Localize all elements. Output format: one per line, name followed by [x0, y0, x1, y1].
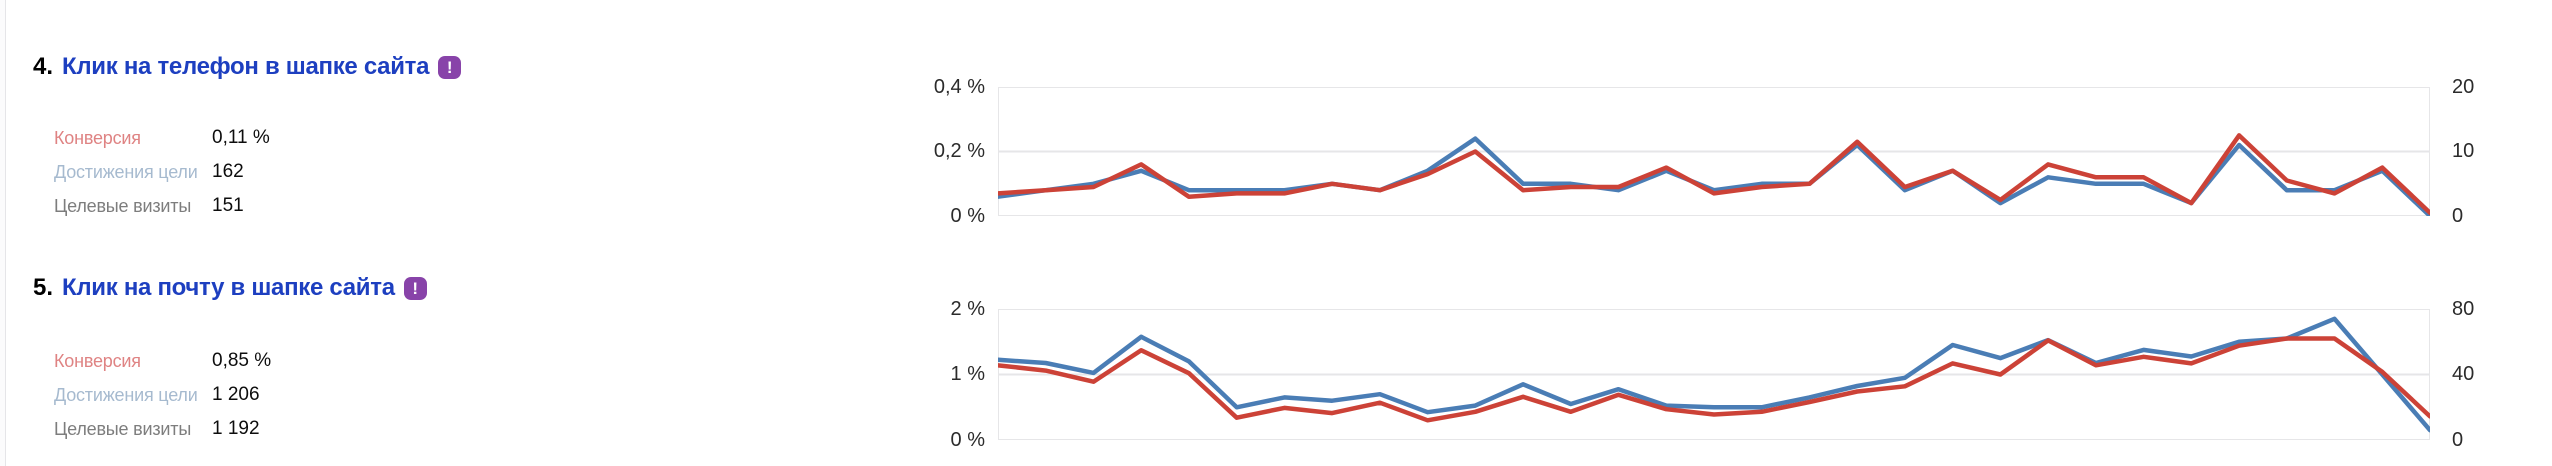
axis-tick: 0 % — [950, 205, 985, 227]
axis-tick: 0 — [2452, 205, 2464, 227]
goal-4-stats: Конверсия 0,11 % Достижения цели 162 Цел… — [54, 122, 384, 224]
page-left-edge — [0, 0, 6, 466]
goal-4-title-row: 4. Клик на телефон в шапке сайта ! — [33, 53, 462, 81]
goal-info-badge[interactable]: ! — [403, 276, 427, 300]
goal-number: 4. — [33, 53, 54, 80]
axis-tick: 0 — [2452, 429, 2464, 451]
stat-row: Достижения цели 162 — [54, 156, 384, 190]
axis-tick: 0,2 % — [933, 140, 985, 162]
exclamation-icon: ! — [446, 57, 453, 77]
stat-value-target-visits: 151 — [212, 195, 244, 216]
goal-info-badge[interactable]: ! — [438, 55, 462, 79]
stat-row: Достижения цели 1 206 — [54, 379, 384, 413]
stat-label-goal-reaches: Достижения цели — [54, 385, 198, 405]
goal-number: 5. — [33, 274, 54, 301]
stat-value-target-visits: 1 192 — [212, 418, 260, 439]
goal-title-link[interactable]: Клик на телефон в шапке сайта — [62, 53, 430, 80]
stat-row: Целевые визиты 151 — [54, 190, 384, 224]
axis-tick: 2 % — [950, 298, 985, 320]
goal-4-conversion-chart[interactable] — [998, 87, 2430, 216]
stat-label-target-visits: Целевые визиты — [54, 419, 192, 439]
stat-row: Конверсия 0,11 % — [54, 122, 384, 156]
stat-row: Целевые визиты 1 192 — [54, 413, 384, 447]
axis-tick: 40 — [2452, 363, 2475, 385]
axis-tick: 0 % — [950, 429, 985, 451]
goal-title-link[interactable]: Клик на почту в шапке сайта — [62, 274, 395, 301]
exclamation-icon: ! — [412, 278, 419, 298]
stat-value-goal-reaches: 162 — [212, 161, 244, 182]
stat-label-conversion: Конверсия — [54, 128, 141, 148]
stat-label-target-visits: Целевые визиты — [54, 196, 192, 216]
stat-value-conversion: 0,11 % — [212, 127, 270, 148]
goal-5-title-row: 5. Клик на почту в шапке сайта ! — [33, 274, 427, 302]
axis-tick: 0,4 % — [933, 76, 985, 98]
goal-5-stats: Конверсия 0,85 % Достижения цели 1 206 Ц… — [54, 345, 384, 447]
axis-tick: 20 — [2452, 76, 2475, 98]
stat-label-conversion: Конверсия — [54, 351, 141, 371]
axis-tick: 1 % — [950, 363, 985, 385]
stat-row: Конверсия 0,85 % — [54, 345, 384, 379]
axis-tick: 10 — [2452, 140, 2475, 162]
axis-tick: 80 — [2452, 298, 2475, 320]
stat-value-conversion: 0,85 % — [212, 350, 272, 371]
goal-5-conversion-chart[interactable] — [998, 309, 2430, 440]
stat-label-goal-reaches: Достижения цели — [54, 162, 198, 182]
stat-value-goal-reaches: 1 206 — [212, 384, 260, 405]
